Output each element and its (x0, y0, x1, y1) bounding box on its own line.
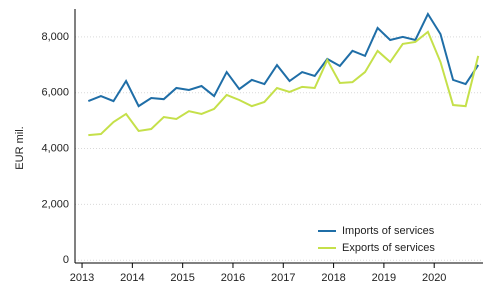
y-tick-label: 2,000 (41, 198, 69, 210)
y-tick-label: 8,000 (41, 31, 69, 43)
y-tick-label: 0 (63, 254, 69, 266)
x-tick-label: 2017 (271, 272, 295, 284)
line (88, 30, 480, 137)
line (87, 11, 480, 108)
x-tick-label: 2019 (372, 272, 396, 284)
x-tick-label: 2013 (70, 272, 94, 284)
x-tick-label: 2014 (120, 272, 144, 284)
x-tick-label: 2015 (170, 272, 194, 284)
legend-label: Imports of services (342, 225, 435, 237)
y-tick-label: 6,000 (41, 87, 69, 99)
x-tick-label: 2018 (321, 272, 345, 284)
y-axis-label: EUR mil. (14, 126, 26, 169)
x-tick-label: 2020 (422, 272, 446, 284)
y-tick-label: 4,000 (41, 142, 69, 154)
x-tick-label: 2016 (221, 272, 245, 284)
legend-label: Exports of services (342, 242, 435, 254)
